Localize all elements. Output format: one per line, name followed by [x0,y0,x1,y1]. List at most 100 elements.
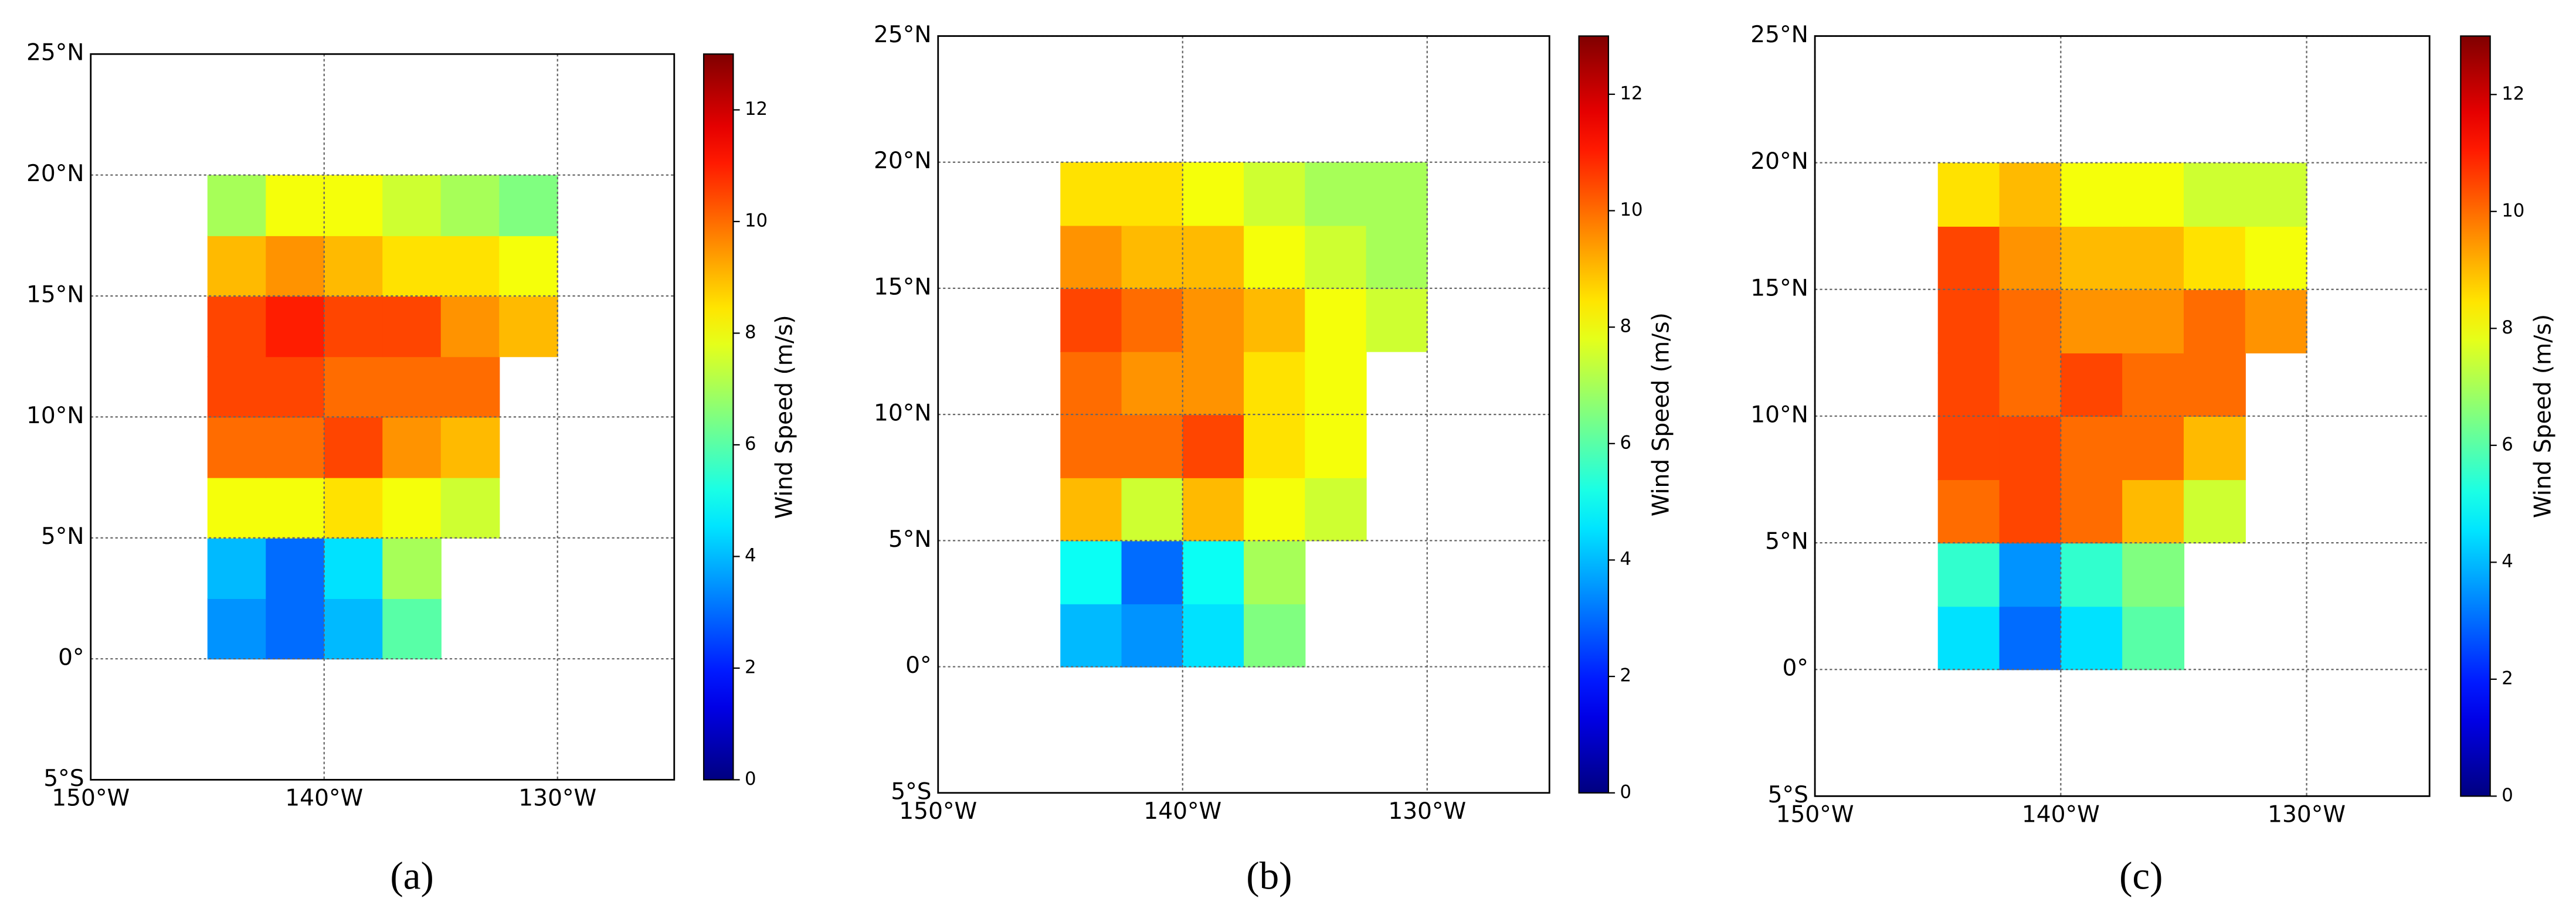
wind-cell [2061,479,2123,544]
wind-cell [382,235,442,297]
y-tick-label: 10°N [1750,401,1808,428]
x-tick-label: 150°W [1776,801,1854,828]
colorbar-tick-label: 10 [745,210,768,231]
wind-cell [207,175,267,236]
y-tick-label: 25°N [1750,22,1808,48]
y-tick-label: 15°N [874,274,932,300]
wind-cell [324,417,383,478]
x-tick-label: 150°W [899,798,977,825]
wind-cell [1937,352,2000,417]
wind-cell [382,537,442,599]
wind-cell [1305,414,1367,478]
x-tick-label: 140°W [2022,801,2100,828]
wind-cell [1060,414,1122,478]
wind-cell [324,537,383,599]
wind-cell [382,598,442,660]
wind-cell [499,295,558,358]
colorbar-tick-label: 6 [1620,432,1631,453]
wind-cell [324,356,383,418]
wind-cell [1182,477,1245,542]
wind-cell [440,417,500,478]
wind-cell [1121,603,1183,668]
wind-cell [1060,162,1122,226]
plot-frame [937,35,1550,794]
wind-cell [324,295,383,358]
wind-cell [266,598,325,660]
colorbar-tick-label: 10 [1620,199,1642,220]
wind-cell [1244,351,1306,416]
wind-cell [2122,479,2185,544]
colorbar-label: Wind Speed (m/s) [2530,314,2556,518]
colorbar-label: Wind Speed (m/s) [1648,312,1675,516]
wind-cell [1999,162,2062,227]
colorbar-tick-label: 12 [2502,83,2524,104]
y-tick-label: 5°N [888,526,932,553]
wind-cell [207,598,267,660]
colorbar-tick-label: 4 [2502,551,2513,572]
y-tick-label: 10°N [874,400,932,427]
wind-cell [2245,162,2307,227]
wind-cell [1937,543,2000,607]
wind-cell [1999,416,2062,481]
colorbar-tick-label: 0 [1620,781,1631,802]
wind-cell [440,356,500,418]
wind-cell [207,356,267,418]
wind-cell [2061,543,2123,607]
wind-cell [207,537,267,599]
x-tick-label: 130°W [1388,798,1466,825]
wind-cell [1244,414,1306,478]
colorbar [2460,35,2491,797]
wind-cell [207,295,267,358]
wind-cell [1999,352,2062,417]
wind-cell [266,477,325,539]
wind-cell [2122,162,2185,227]
y-tick-label: 20°N [874,148,932,174]
colorbar [1578,35,1610,794]
plot-frame [1814,35,2431,797]
colorbar-tick-label: 8 [2502,317,2513,338]
wind-cell [440,477,500,539]
wind-cell [1182,414,1245,478]
wind-cell [2245,289,2307,353]
wind-cell [266,417,325,478]
y-tick-label: 25°N [874,22,932,48]
wind-cell [440,235,500,297]
y-tick-label: 25°N [26,40,84,66]
panel-caption: (c) [2119,853,2163,897]
y-tick-label: 10°N [26,403,84,429]
wind-cell [1305,162,1367,226]
wind-cell [1999,606,2062,670]
wind-cell [1121,225,1183,290]
wind-cell [1060,288,1122,352]
wind-cell [266,175,325,236]
wind-cell [1244,225,1306,290]
wind-cell [324,235,383,297]
colorbar-tick-label: 8 [745,322,756,343]
wind-cell [324,598,383,660]
wind-cell [440,175,500,236]
colorbar-tick-label: 6 [745,433,756,454]
wind-cell [1060,477,1122,542]
wind-cell [1182,603,1245,668]
colorbar-tick-label: 2 [745,656,756,678]
wind-cell [2122,416,2185,481]
y-tick-label: 0° [905,652,931,679]
wind-cell [1937,479,2000,544]
wind-cell [266,235,325,297]
colorbar-tick-label: 0 [2502,785,2513,806]
y-tick-label: 5°S [891,778,931,805]
wind-cell [1060,540,1122,605]
y-tick-label: 0° [1782,655,1808,682]
wind-cell [1937,162,2000,227]
x-tick-label: 140°W [1143,798,1221,825]
wind-cell [1937,606,2000,670]
colorbar-tick-label: 4 [1620,549,1631,570]
colorbar-tick-label: 8 [1620,316,1631,337]
wind-cell [1121,477,1183,542]
x-tick-label: 130°W [518,785,596,811]
wind-cell [1244,162,1306,226]
wind-cell [1366,288,1428,352]
wind-cell [1999,543,2062,607]
wind-cell [1244,288,1306,352]
